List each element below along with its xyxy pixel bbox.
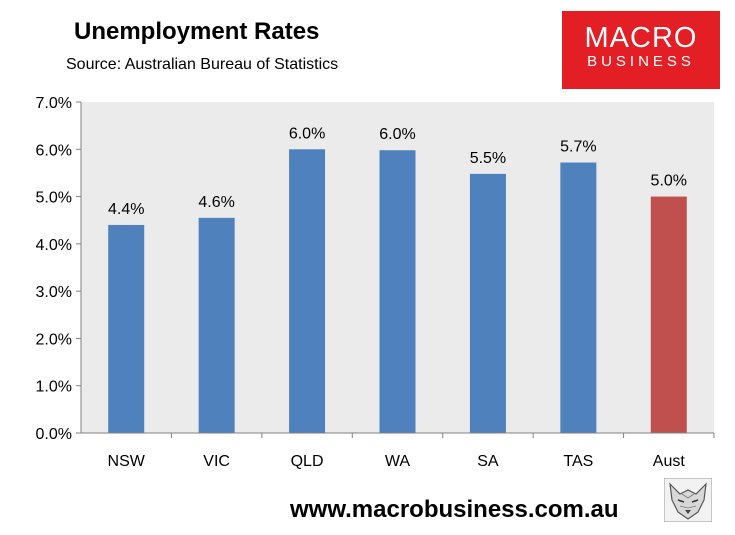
x-tick-label: QLD	[291, 453, 324, 470]
macrobusiness-logo[interactable]: MACRO BUSINESS	[562, 11, 720, 89]
y-tick-label: 3.0%	[36, 284, 72, 301]
data-label: 6.0%	[289, 125, 325, 142]
chart-subtitle: Source: Australian Bureau of Statistics	[66, 56, 339, 73]
y-tick-label: 5.0%	[36, 190, 72, 207]
bar-wa	[379, 150, 416, 433]
y-tick-label: 2.0%	[36, 331, 72, 348]
bar-tas	[560, 162, 597, 434]
bar-vic	[198, 217, 235, 433]
data-label: 5.0%	[651, 173, 687, 190]
bar-sa	[469, 173, 506, 434]
fox-head-icon	[664, 478, 712, 522]
data-label: 6.0%	[379, 126, 415, 143]
x-tick-label: Aust	[653, 453, 686, 470]
y-tick-label: 7.0%	[36, 95, 72, 112]
y-tick-label: 4.0%	[36, 237, 72, 254]
y-tick-label: 6.0%	[36, 142, 72, 159]
x-tick-label: NSW	[108, 453, 146, 470]
bar-aust	[650, 196, 687, 433]
logo-line-1: MACRO	[584, 22, 698, 54]
website-url[interactable]: www.macrobusiness.com.au	[290, 496, 619, 523]
x-tick-label: VIC	[203, 453, 230, 470]
logo-line-2: BUSINESS	[587, 53, 695, 70]
bar-qld	[289, 149, 326, 434]
x-tick-label: SA	[477, 453, 499, 470]
data-label: 4.4%	[108, 201, 144, 218]
data-label: 5.7%	[560, 139, 596, 156]
bar-nsw	[108, 224, 145, 433]
y-tick-label: 1.0%	[36, 379, 72, 396]
x-tick-label: WA	[385, 453, 411, 470]
chart-title: Unemployment Rates	[74, 18, 320, 45]
data-label: 5.5%	[470, 150, 506, 167]
x-tick-label: TAS	[563, 453, 593, 470]
data-label: 4.6%	[198, 194, 234, 211]
y-tick-label: 0.0%	[36, 426, 72, 443]
